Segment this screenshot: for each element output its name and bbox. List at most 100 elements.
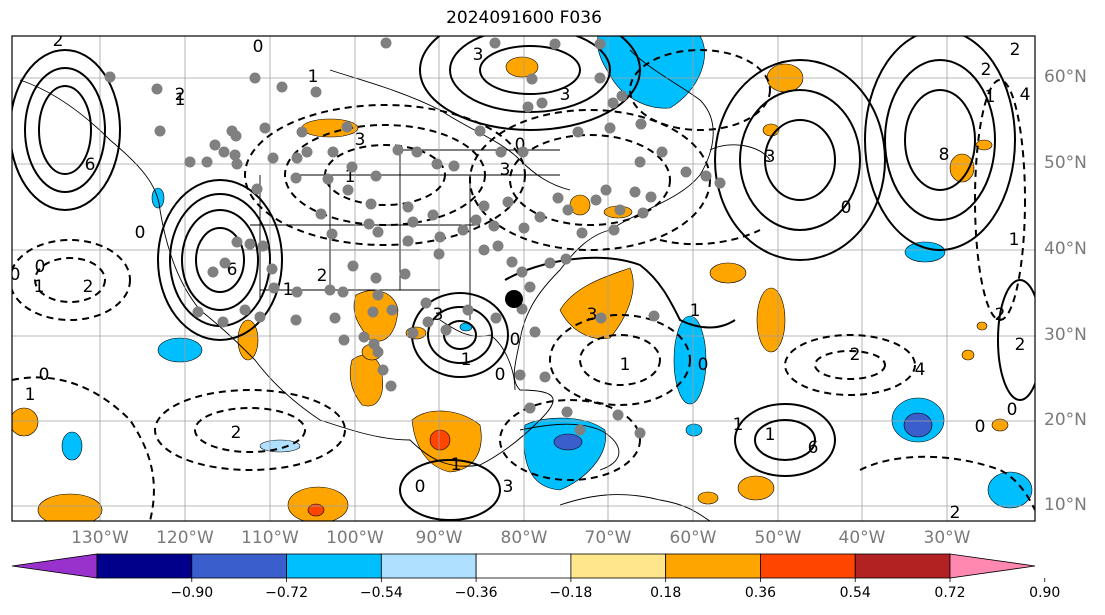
station-dot	[402, 235, 414, 247]
contour-label: 2	[950, 503, 961, 523]
contour-label: 1	[175, 90, 186, 110]
contour-label: 2	[995, 305, 1006, 325]
contour-label: 1	[1009, 230, 1020, 250]
latitude-label: 50°N	[1044, 153, 1087, 173]
station-dot	[637, 207, 649, 219]
station-dot	[502, 196, 514, 208]
station-dot	[392, 144, 404, 156]
contour-label: 0	[495, 365, 506, 385]
station-dot	[648, 310, 660, 322]
contour-label: 1	[25, 385, 36, 405]
contour-label: 3	[473, 45, 484, 65]
station-dot	[516, 266, 528, 278]
station-dot	[290, 172, 302, 184]
latitude-label: 30°N	[1044, 325, 1087, 345]
contour-label: 2	[850, 345, 861, 365]
station-dot	[329, 312, 341, 324]
station-dot	[358, 331, 370, 343]
station-dot	[249, 72, 261, 84]
contour-label: 3	[355, 130, 366, 150]
contour-label: 2	[231, 423, 242, 443]
contour-label: 1	[733, 415, 744, 435]
station-dot	[386, 304, 398, 316]
colorbar-segment	[11, 553, 98, 579]
contour-label: 2	[981, 60, 992, 80]
station-dot	[634, 156, 646, 168]
contour-label: 0	[415, 477, 426, 497]
station-dot	[420, 297, 432, 309]
station-dot	[562, 204, 574, 216]
station-dot	[462, 304, 474, 316]
longitude-label: 60°W	[669, 528, 717, 548]
contour-label: 1	[308, 67, 319, 87]
longitude-label: 50°W	[754, 528, 802, 548]
colorbar-tick-label: −0.72	[265, 585, 308, 601]
colorbar-segment	[96, 553, 193, 579]
station-dot	[608, 224, 620, 236]
contour-label: 1	[283, 280, 294, 300]
station-dot	[363, 218, 375, 230]
station-dot	[614, 204, 626, 216]
station-dot	[594, 38, 606, 50]
station-dot	[267, 152, 279, 164]
station-dot	[590, 194, 602, 206]
station-dot	[268, 282, 280, 294]
station-dot	[154, 125, 166, 137]
station-dot	[594, 72, 606, 84]
contour-label: 0	[841, 198, 852, 218]
grid-lines	[12, 36, 1035, 521]
contour-label: 1	[620, 355, 631, 375]
station-dot	[276, 81, 288, 93]
contour-label: 1	[765, 425, 776, 445]
contour-label: 0	[135, 223, 146, 243]
station-dot	[490, 312, 502, 324]
station-dot	[539, 371, 551, 383]
colorbar-tick-label: 0.54	[839, 585, 871, 601]
station-dot	[489, 37, 501, 49]
map-background	[12, 36, 1035, 521]
station-dot	[367, 306, 379, 318]
colorbar-tick-label: 0.72	[934, 585, 966, 601]
station-dot	[572, 126, 584, 138]
station-dot	[372, 289, 384, 301]
longitude-label: 110°W	[241, 528, 299, 548]
station-dot	[680, 166, 692, 178]
contour-label: 0	[39, 365, 50, 385]
station-dot	[645, 191, 657, 203]
colorbar-segment	[380, 553, 477, 579]
latitude-label: 60°N	[1044, 67, 1087, 87]
contour-label: 0	[698, 355, 709, 375]
station-dot	[184, 156, 196, 168]
contour-label: 0	[10, 265, 21, 285]
station-dot	[347, 260, 359, 272]
station-dot	[324, 284, 336, 296]
contour-label: 2	[1015, 335, 1026, 355]
station-dot	[526, 73, 538, 85]
contour-label: 6	[85, 155, 96, 175]
station-dot	[315, 208, 327, 220]
station-dot	[700, 170, 712, 182]
station-dot	[326, 228, 338, 240]
station-dot	[385, 380, 397, 392]
longitude-label: 40°W	[838, 528, 886, 548]
colorbar-tick-label: −0.90	[170, 585, 214, 601]
station-dot	[151, 83, 163, 95]
station-dot	[612, 409, 624, 421]
colorbar-tick-label: −0.36	[454, 585, 498, 601]
station-dot	[514, 369, 526, 381]
station-dot	[495, 146, 507, 158]
contour-label: 6	[808, 438, 819, 458]
station-dot	[337, 286, 349, 298]
colorbar-tick-label: 0.90	[1029, 585, 1061, 601]
station-dot	[229, 149, 241, 161]
contour-label: 3	[433, 305, 444, 325]
station-dot	[231, 236, 243, 248]
negative-anomaly-shading	[61, 36, 1033, 509]
map-title: 2024091600 F036	[446, 8, 602, 28]
contour-label: 2	[317, 266, 328, 286]
station-dot	[427, 209, 439, 221]
station-dot	[372, 346, 384, 358]
station-dot	[422, 316, 434, 328]
